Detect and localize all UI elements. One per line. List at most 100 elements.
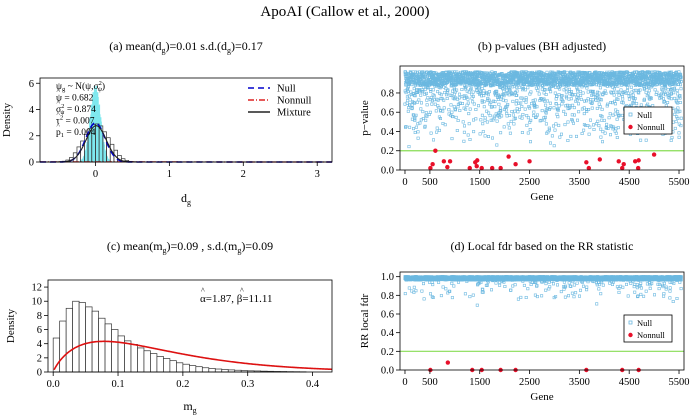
- panel-b-null-point: [455, 70, 459, 74]
- panel-b-null-point: [417, 98, 421, 102]
- panel-c-hist-bar: [72, 300, 80, 373]
- panel-b-null-point: [555, 95, 559, 99]
- panel-b-null-point: [539, 118, 543, 122]
- panel-c-plot-box: [47, 279, 333, 373]
- panel-b-null-point: [408, 103, 412, 107]
- panel-b-null-point: [678, 101, 682, 105]
- panel-b-null-point: [592, 128, 596, 132]
- panel-d-null-point: [551, 282, 555, 286]
- panel-b-null-point: [678, 96, 682, 100]
- panel-d-null-point: [498, 283, 502, 287]
- panel-b-null-point: [543, 99, 547, 103]
- panel-b-null-point: [616, 84, 620, 88]
- panel-b-null-point: [520, 105, 524, 109]
- panel-b-null-point: [508, 131, 512, 135]
- panel-b-null-point: [534, 116, 538, 120]
- panel-b-null-point: [481, 122, 485, 126]
- panel-b-null-point: [677, 131, 681, 135]
- panel-b-null-point: [438, 117, 442, 121]
- panel-a-xtick-label: 3: [315, 169, 320, 180]
- panel-b-null-point: [619, 88, 623, 92]
- panel-b-null-point: [552, 144, 556, 148]
- panel-b-null-point: [432, 94, 436, 98]
- panel-b-legend-nonnull-label: Nonnull: [637, 122, 666, 132]
- panel-b-nonnull-point: [498, 165, 503, 171]
- panel-c-ytick-label: 4: [37, 339, 43, 350]
- panel-b-pvalue-scatter: (b) p-values (BH adjusted)0 500 1500 2500 35…: [359, 39, 690, 203]
- panel-b-null-point: [507, 114, 511, 118]
- panel-b-null-point: [520, 96, 524, 100]
- panel-b-null-point: [635, 70, 639, 74]
- panel-c-hist-bar: [182, 363, 190, 373]
- panel-c-hist-bar: [111, 329, 119, 373]
- panel-b-null-point: [562, 109, 566, 113]
- panel-b-null-point: [451, 115, 455, 119]
- panel-b-null-point: [675, 88, 679, 92]
- panel-b-null-point: [564, 90, 568, 94]
- panel-b-null-point: [606, 127, 610, 131]
- panel-b-null-point: [495, 81, 499, 85]
- panel-b-null-point: [450, 137, 454, 141]
- panel-b-null-point: [674, 82, 678, 86]
- panel-a-legend-label: Mixture: [277, 108, 311, 119]
- panel-b-null-point: [429, 96, 433, 100]
- panel-d-null-point: [494, 281, 498, 285]
- panel-b-null-point: [513, 116, 517, 120]
- panel-b-null-point: [467, 122, 471, 126]
- panel-b-null-point: [446, 91, 450, 95]
- panel-b-null-point: [590, 102, 594, 106]
- panel-b-null-point: [487, 90, 491, 94]
- panel-b-null-point: [564, 87, 568, 91]
- panel-b-null-point: [416, 130, 420, 134]
- panel-b-null-point: [431, 88, 435, 92]
- panel-d-null-point: [581, 284, 585, 288]
- panel-b-null-point: [474, 108, 478, 112]
- panel-b-null-point: [509, 119, 513, 123]
- panel-b-null-point: [568, 105, 572, 109]
- panel-b-nonnull-point: [513, 162, 518, 167]
- panel-b-null-point: [602, 118, 606, 122]
- panel-c-hist-bar: [189, 365, 197, 373]
- panel-b-null-point: [426, 86, 430, 90]
- panel-c-xlabel: mg: [183, 399, 196, 415]
- panel-b-null-point: [627, 97, 631, 101]
- panel-b-null-point: [633, 97, 637, 101]
- panel-b-null-point: [436, 98, 440, 102]
- panel-b-null-point: [481, 130, 485, 134]
- panel-d-null-point: [516, 297, 520, 301]
- panel-d-null-point: [513, 283, 517, 287]
- panel-b-null-point: [639, 103, 643, 107]
- panel-b-null-point: [621, 97, 625, 101]
- panel-b-null-point: [629, 85, 633, 89]
- panel-b-null-point: [554, 122, 558, 126]
- panel-b-null-point: [659, 72, 663, 76]
- panel-b-null-point: [439, 108, 443, 112]
- panel-d-null-point: [567, 281, 571, 285]
- panel-b-null-point: [576, 96, 580, 100]
- panel-b-null-point: [526, 131, 530, 135]
- panel-b-null-point: [548, 141, 552, 145]
- panel-b-null-point: [536, 89, 540, 93]
- panel-b-null-point: [655, 90, 659, 94]
- panel-d-null-point: [594, 281, 598, 285]
- panel-b-null-point: [598, 105, 602, 109]
- panel-d-null-point: [452, 284, 456, 288]
- panel-c-ytick-label: 2: [37, 353, 42, 364]
- panel-d-null-point: [407, 286, 411, 290]
- panel-d-null-point: [572, 283, 576, 287]
- panel-b-null-point: [474, 117, 478, 121]
- panel-a-xtick-label: 0: [93, 169, 98, 180]
- panel-b-null-point: [613, 112, 617, 116]
- panel-b-null-point: [502, 94, 506, 98]
- panel-b-null-point: [679, 116, 683, 120]
- panel-b-null-point: [502, 89, 506, 93]
- panel-d-null-point: [575, 281, 579, 285]
- panel-b-null-point: [608, 112, 612, 116]
- panel-c-hist-bar: [59, 320, 67, 373]
- panel-b-null-point: [615, 136, 619, 140]
- panel-b-null-point: [419, 93, 423, 97]
- panel-b-null-point: [505, 104, 509, 108]
- panel-b-null-point: [557, 123, 561, 127]
- panel-b-null-point: [553, 71, 557, 75]
